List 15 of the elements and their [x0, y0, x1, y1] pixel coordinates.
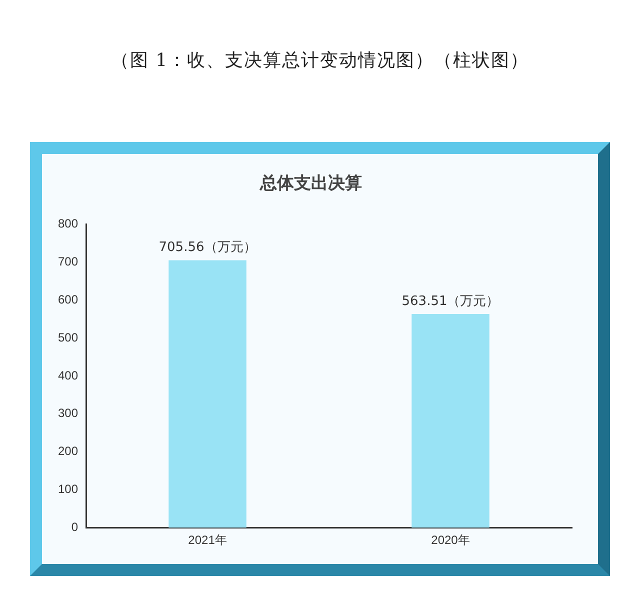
y-tick-label: 200 — [58, 444, 78, 458]
y-tick-label: 400 — [58, 368, 78, 382]
x-tick-label: 2021年 — [188, 533, 227, 548]
y-tick-label: 300 — [58, 406, 78, 420]
x-tick-label: 2020年 — [431, 533, 470, 548]
y-tick-label: 600 — [58, 292, 78, 307]
data-label: 705.56（万元） — [158, 240, 256, 256]
y-tick-label: 100 — [58, 482, 78, 496]
data-label: 563.51（万元） — [402, 294, 500, 309]
text: （图 1：收、支决算总计变动情况图）（柱状图） — [110, 49, 530, 72]
chart-title: 总体支出决算 — [259, 174, 362, 194]
y-tick-label: 500 — [58, 330, 78, 344]
y-tick-label: 700 — [58, 254, 78, 269]
y-tick-label: 0 — [71, 520, 78, 534]
y-tick-label: 800 — [58, 216, 78, 231]
